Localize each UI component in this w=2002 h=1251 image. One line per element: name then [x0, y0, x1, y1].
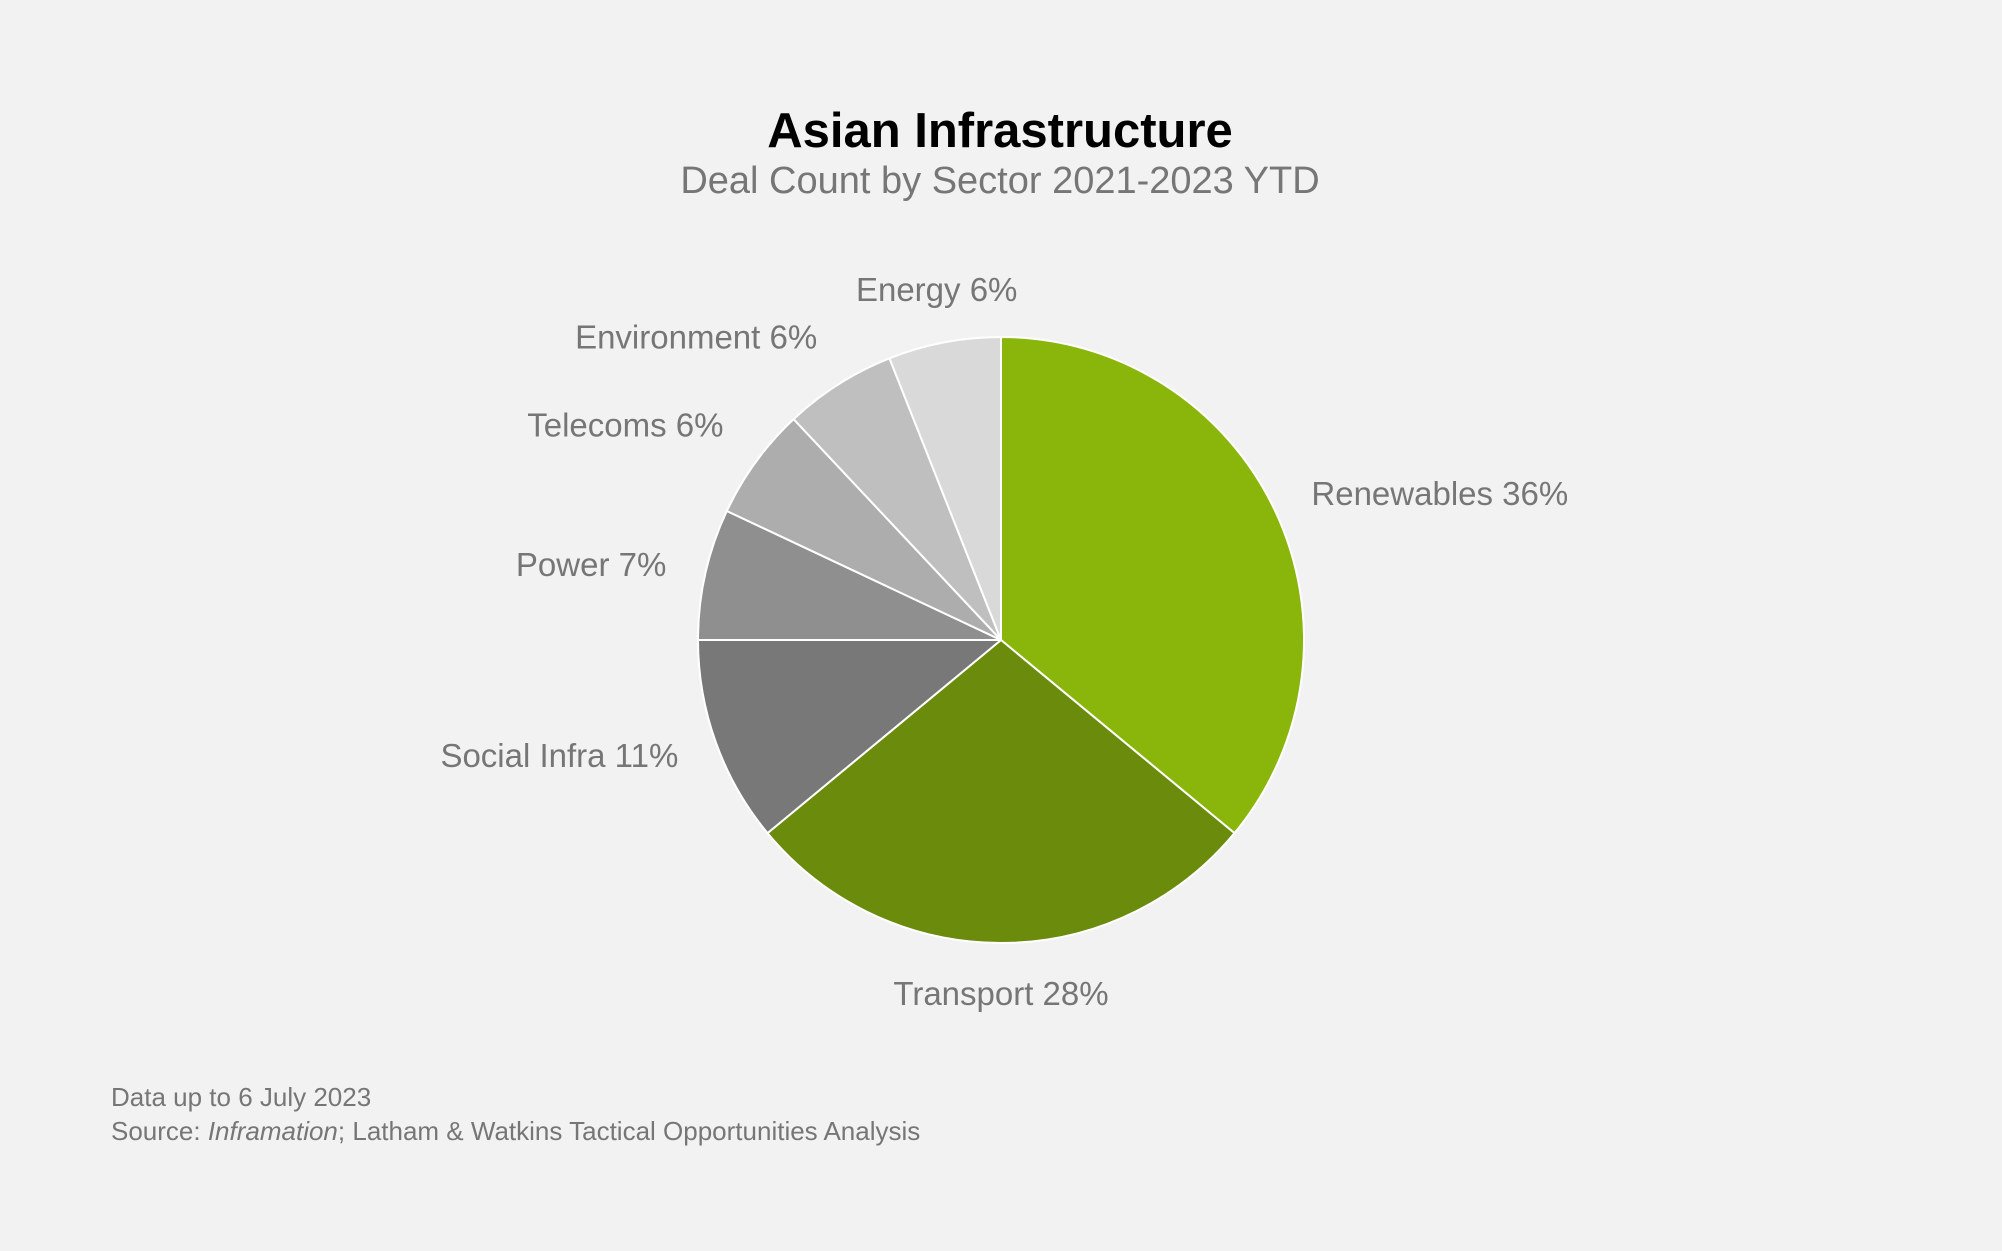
pie-label-social-infra: Social Infra 11% — [440, 737, 678, 774]
source-rest: ; Latham & Watkins Tactical Opportunitie… — [337, 1116, 921, 1146]
pie-label-power: Power 7% — [516, 546, 666, 583]
pie-slice-power — [697, 509, 1002, 641]
source-name: Inframation — [207, 1116, 338, 1146]
footnote: Data up to 6 July 2023 Source: Inframati… — [111, 1080, 920, 1148]
chart-subtitle: Deal Count by Sector 2021-2023 YTD — [680, 160, 1319, 202]
pie-labels: Renewables 36% Transport 28% Social Infra … — [440, 271, 1568, 1012]
pie-slice-transport — [766, 639, 1236, 944]
pie-slice-energy — [888, 336, 1002, 641]
pie-slice-social-infra — [697, 639, 1002, 835]
chart-title: Asian Infrastructure — [767, 104, 1233, 158]
pie-label-energy: Energy 6% — [856, 271, 1017, 308]
pie-slices — [697, 336, 1305, 944]
pie-label-telecoms: Telecoms 6% — [527, 406, 723, 443]
pie-slice-renewables — [1000, 336, 1305, 835]
source-prefix: Source: — [111, 1116, 208, 1146]
pie-label-transport: Transport 28% — [893, 975, 1108, 1012]
data-date-note: Data up to 6 July 2023 — [111, 1082, 372, 1112]
source-note: Source: Inframation; Latham & Watkins Ta… — [111, 1114, 920, 1148]
pie-label-renewables: Renewables 36% — [1311, 475, 1568, 512]
pie-label-environment: Environment 6% — [575, 318, 817, 355]
